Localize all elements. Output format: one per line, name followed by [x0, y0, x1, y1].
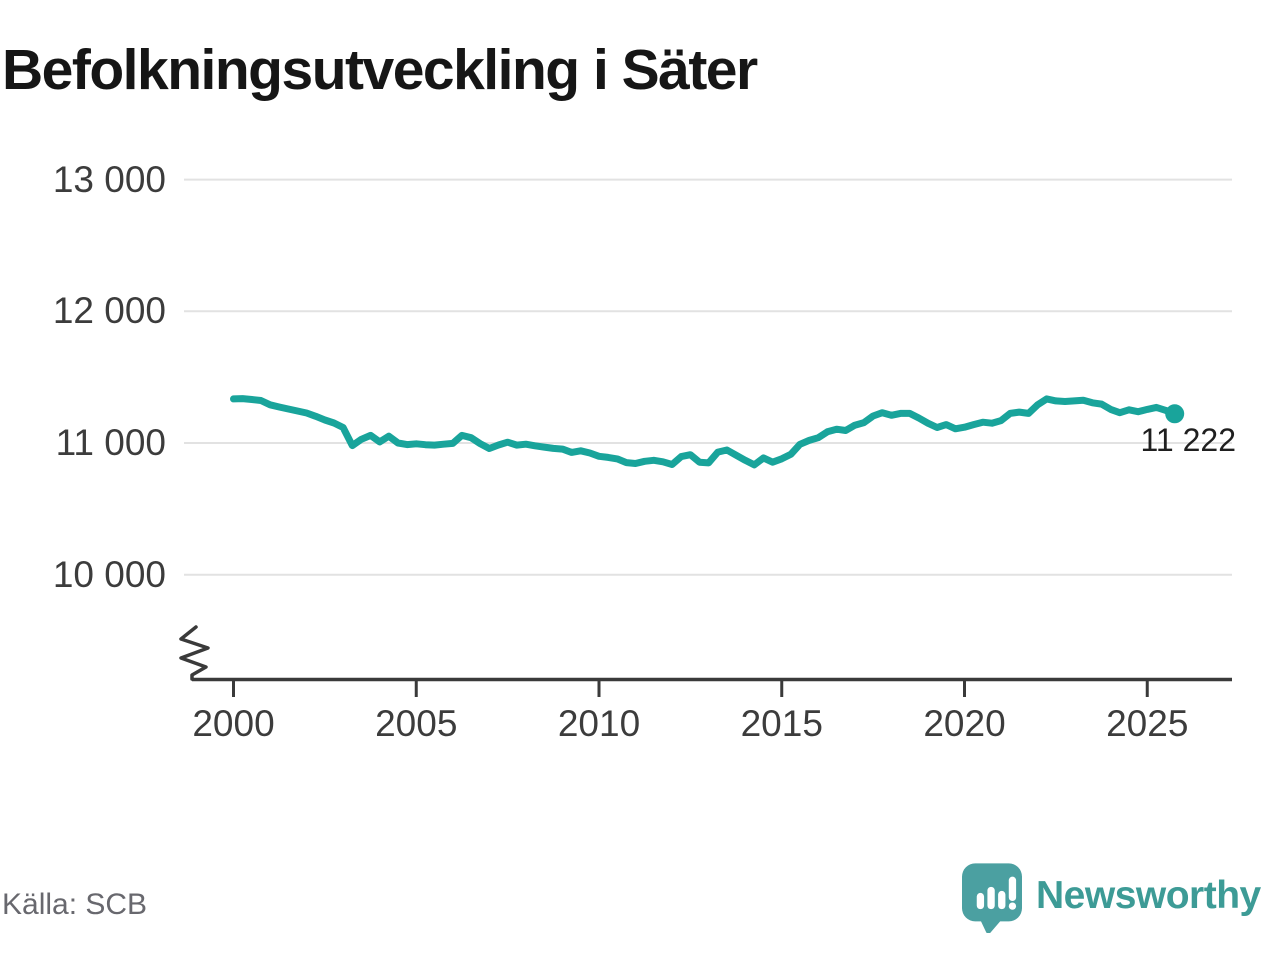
x-axis-tick-label: 2025: [1106, 703, 1189, 744]
population-line: [230, 395, 1179, 469]
x-axis-ticks: [232, 681, 1149, 697]
y-axis-tick-label: 12 000: [52, 290, 166, 332]
x-axis-tick-label: 2005: [375, 703, 458, 744]
axis-break-icon: [179, 625, 210, 681]
logo-bar-2: [987, 886, 995, 910]
logo-bar-3: [998, 890, 1006, 910]
y-axis-tick-label: 10 000: [52, 553, 166, 595]
x-axis-tick-label: 2010: [557, 703, 641, 744]
logo-exclamation-bar: [1008, 876, 1017, 902]
gridlines: [184, 178, 1232, 576]
x-axis-tick-label: 2000: [192, 703, 275, 744]
chart-title: Befolkningsutveckling i Säter: [2, 38, 758, 102]
logo-exclamation-dot: [1008, 902, 1017, 910]
source-label: Källa: SCB: [2, 888, 148, 921]
latest-value-label: 11 222: [1140, 422, 1237, 458]
newsworthy-logo-text: Newsworthy: [1036, 874, 1261, 917]
y-axis-tick-label: 11 000: [55, 422, 166, 463]
y-axis-tick-label: 13 000: [52, 158, 166, 200]
logo-bar-1: [976, 892, 985, 910]
newsworthy-logo: Newsworthy: [962, 863, 1274, 933]
latest-value-dot: [1165, 404, 1185, 424]
x-axis-tick-label: 2015: [740, 703, 823, 744]
x-axis-tick-label: 2020: [923, 703, 1006, 744]
newsworthy-logo-icon: [962, 863, 1022, 933]
